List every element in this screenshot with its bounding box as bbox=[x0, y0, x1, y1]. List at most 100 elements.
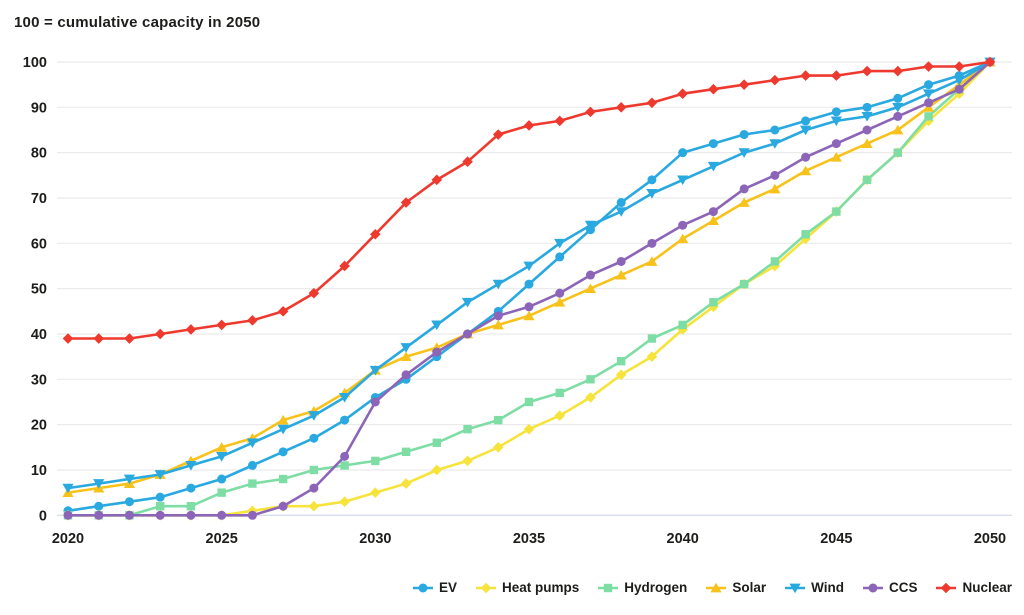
data-point-marker bbox=[94, 501, 104, 511]
data-point-marker bbox=[216, 451, 228, 462]
data-point-marker bbox=[308, 287, 320, 299]
data-point-marker bbox=[769, 139, 781, 149]
data-point-marker bbox=[646, 351, 658, 362]
chart-legend: EV Heat pumps Hydrogen Solar Wind CCS Nuclear bbox=[412, 580, 1012, 595]
data-point-marker bbox=[861, 111, 873, 122]
data-point-marker bbox=[308, 411, 320, 421]
data-point-marker bbox=[524, 279, 534, 289]
data-point-marker bbox=[893, 93, 903, 103]
data-point-marker bbox=[492, 279, 504, 290]
data-point-marker bbox=[309, 483, 319, 493]
data-point-marker bbox=[646, 256, 658, 266]
series-wind bbox=[62, 57, 996, 494]
data-point-marker bbox=[554, 410, 566, 421]
data-point-marker bbox=[769, 74, 781, 86]
x-tick-label-2030: 2030 bbox=[359, 531, 391, 547]
data-point-marker bbox=[832, 207, 841, 216]
data-point-marker bbox=[677, 175, 689, 186]
data-point-marker bbox=[586, 375, 595, 384]
data-point-marker bbox=[924, 112, 933, 121]
data-point-marker bbox=[922, 89, 935, 99]
data-point-marker bbox=[432, 347, 442, 357]
data-point-marker bbox=[678, 220, 688, 230]
y-tick-label-80: 80 bbox=[31, 146, 47, 162]
data-point-marker bbox=[339, 496, 350, 508]
data-point-marker bbox=[463, 424, 472, 434]
legend-label: Heat pumps bbox=[502, 580, 580, 595]
y-tick-label-90: 90 bbox=[31, 100, 47, 116]
data-point-marker bbox=[124, 497, 134, 507]
data-point-marker bbox=[493, 311, 503, 321]
series-nuclear bbox=[62, 56, 996, 344]
data-point-marker bbox=[216, 319, 227, 331]
legend-item-wind[interactable]: Wind bbox=[784, 580, 844, 595]
diamond-legend-icon bbox=[936, 582, 957, 593]
data-point-marker bbox=[585, 106, 596, 118]
data-point-marker bbox=[647, 175, 657, 185]
data-point-marker bbox=[739, 130, 749, 140]
data-point-marker bbox=[831, 139, 841, 149]
data-point-marker bbox=[155, 492, 165, 502]
data-point-marker bbox=[400, 343, 412, 353]
data-point-marker bbox=[738, 197, 750, 207]
y-tick-label-0: 0 bbox=[39, 508, 47, 524]
data-point-marker bbox=[800, 165, 812, 176]
data-point-marker bbox=[801, 116, 811, 126]
data-point-marker bbox=[924, 80, 934, 90]
legend-item-solar[interactable]: Solar bbox=[705, 580, 766, 595]
legend-label: Nuclear bbox=[962, 580, 1012, 595]
x-tick-label-2020: 2020 bbox=[52, 531, 84, 547]
data-point-marker bbox=[707, 215, 719, 226]
data-point-marker bbox=[862, 102, 872, 112]
data-point-marker bbox=[247, 510, 257, 520]
y-tick-label-30: 30 bbox=[31, 372, 47, 388]
data-point-marker bbox=[62, 333, 74, 344]
legend-label: Hydrogen bbox=[624, 580, 688, 595]
data-point-marker bbox=[524, 302, 534, 312]
data-point-marker bbox=[370, 487, 381, 498]
data-point-marker bbox=[646, 189, 658, 199]
data-point-marker bbox=[309, 433, 319, 443]
data-point-marker bbox=[216, 442, 228, 452]
legend-item-ccs[interactable]: CCS bbox=[862, 580, 918, 595]
data-point-marker bbox=[523, 423, 535, 435]
data-point-marker bbox=[156, 502, 165, 511]
data-point-marker bbox=[462, 156, 473, 168]
data-point-marker bbox=[278, 501, 288, 511]
data-point-marker bbox=[492, 129, 504, 140]
data-point-marker bbox=[678, 320, 687, 330]
data-point-marker bbox=[309, 465, 319, 475]
legend-item-ev[interactable]: EV bbox=[412, 580, 457, 595]
data-point-marker bbox=[492, 442, 504, 453]
y-tick-label-60: 60 bbox=[31, 236, 47, 252]
y-tick-label-10: 10 bbox=[31, 463, 47, 479]
data-point-marker bbox=[277, 306, 289, 317]
data-point-marker bbox=[400, 197, 412, 208]
circle-legend-icon bbox=[413, 583, 434, 592]
data-point-marker bbox=[339, 393, 351, 403]
data-point-marker bbox=[277, 424, 289, 435]
data-point-marker bbox=[248, 479, 257, 488]
data-point-marker bbox=[400, 351, 412, 362]
triangle-down-legend-icon bbox=[785, 583, 806, 593]
x-tick-label-2050: 2050 bbox=[974, 531, 1006, 547]
data-point-marker bbox=[707, 161, 719, 172]
data-point-marker bbox=[461, 297, 474, 308]
data-point-marker bbox=[340, 461, 349, 470]
data-point-marker bbox=[708, 207, 718, 217]
legend-label: CCS bbox=[888, 580, 918, 595]
data-point-marker bbox=[646, 97, 658, 109]
legend-item-nuclear[interactable]: Nuclear bbox=[935, 580, 1012, 595]
data-point-marker bbox=[123, 474, 136, 485]
legend-item-hydrogen[interactable]: Hydrogen bbox=[597, 580, 687, 595]
data-point-marker bbox=[154, 470, 166, 480]
y-tick-label-50: 50 bbox=[31, 282, 47, 298]
legend-item-heat-pumps[interactable]: Heat pumps bbox=[475, 580, 579, 595]
data-point-marker bbox=[523, 120, 535, 131]
data-point-marker bbox=[370, 397, 380, 407]
data-point-marker bbox=[738, 148, 750, 158]
y-tick-label-100: 100 bbox=[23, 55, 47, 71]
data-point-marker bbox=[554, 297, 566, 307]
data-point-marker bbox=[862, 175, 872, 185]
